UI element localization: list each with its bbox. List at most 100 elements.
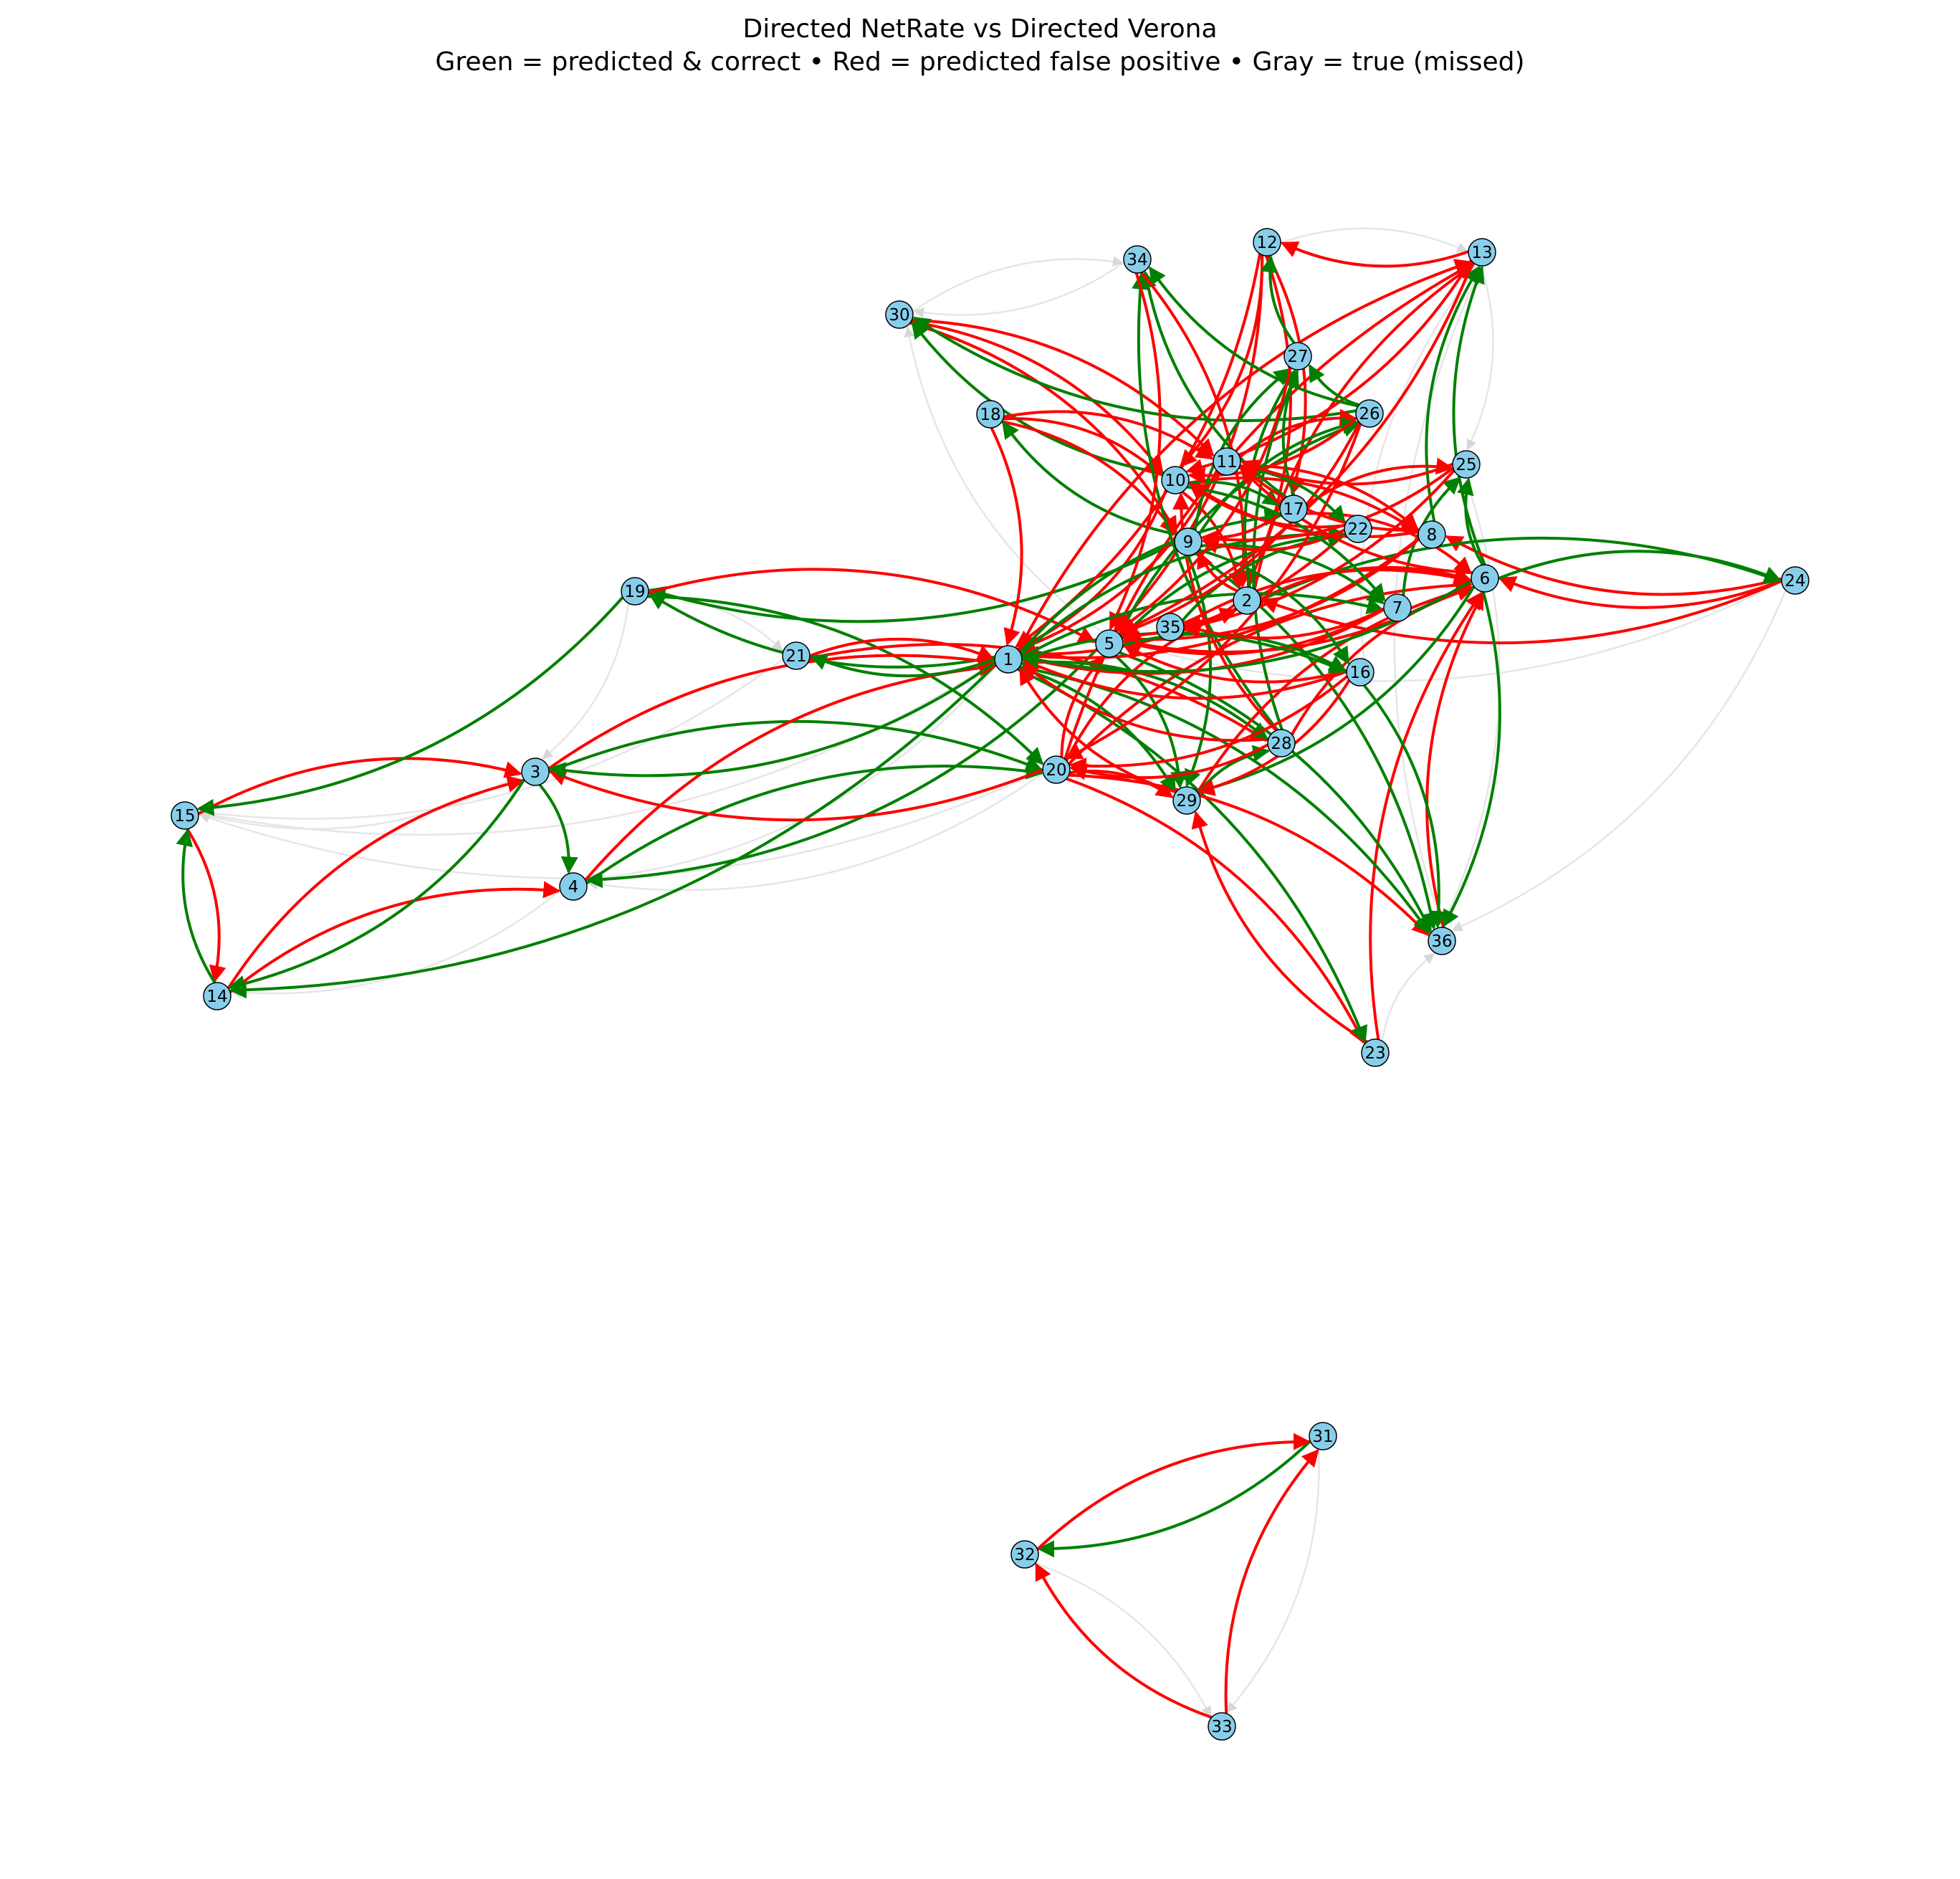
edge-3-to-14 <box>227 778 526 993</box>
edge-3-to-1 <box>548 651 995 770</box>
edge-21-to-1 <box>809 637 995 661</box>
node-label-3: 3 <box>530 763 541 782</box>
node-circle-7 <box>1383 593 1412 622</box>
node-35: 35 <box>1156 613 1185 641</box>
node-circle-12 <box>1253 228 1281 257</box>
edge-3-to-20 <box>548 719 1043 773</box>
node-circle-2 <box>1233 586 1261 615</box>
node-24: 24 <box>1781 566 1810 595</box>
node-30: 30 <box>885 300 914 329</box>
edge-1-to-13 <box>1017 259 1473 651</box>
edge-3-to-4 <box>538 783 578 874</box>
node-31: 31 <box>1309 1422 1337 1450</box>
node-label-33: 33 <box>1211 1718 1232 1736</box>
node-label-22: 22 <box>1347 520 1368 539</box>
edge-28-to-1 <box>1021 662 1268 742</box>
edge-11-to-26 <box>1238 408 1357 459</box>
node-3: 3 <box>521 757 550 786</box>
node-circle-35 <box>1156 613 1185 641</box>
edge-1-to-14 <box>229 663 997 999</box>
edge-6-to-24 <box>1498 550 1782 583</box>
edge-5-to-30 <box>904 326 1103 633</box>
node-16: 16 <box>1346 658 1375 687</box>
edge-16-to-5 <box>1122 644 1347 684</box>
node-11: 11 <box>1213 447 1241 476</box>
node-label-16: 16 <box>1349 664 1370 682</box>
edge-35-to-6 <box>1182 568 1472 626</box>
node-14: 14 <box>203 982 231 1010</box>
edge-11-to-1 <box>1018 469 1218 652</box>
edge-14-to-3 <box>226 775 525 990</box>
node-15: 15 <box>171 801 199 830</box>
edge-18-to-1 <box>990 427 1023 646</box>
edge-9-to-16 <box>1198 548 1350 665</box>
edge-19-to-5 <box>648 568 1096 644</box>
node-circle-24 <box>1781 566 1810 595</box>
edge-16-to-36 <box>1362 684 1448 929</box>
node-label-2: 2 <box>1242 592 1253 611</box>
edge-5-to-22 <box>1120 527 1347 639</box>
node-13: 13 <box>1468 238 1496 267</box>
edge-19-to-15 <box>196 596 624 816</box>
node-circle-17 <box>1279 494 1308 523</box>
node-circle-1 <box>994 645 1023 674</box>
node-label-23: 23 <box>1364 1044 1385 1063</box>
chart-subtitle: Green = predicted & correct • Red = pred… <box>435 47 1525 77</box>
node-circle-28 <box>1267 729 1296 757</box>
edge-25-to-9 <box>1200 467 1454 548</box>
node-label-18: 18 <box>980 406 1000 424</box>
edge-30-to-9 <box>909 321 1178 535</box>
edge-10-to-30 <box>911 320 1165 475</box>
edge-20-to-4 <box>586 772 1044 891</box>
node-circle-27 <box>1283 342 1312 370</box>
edge-5-to-36 <box>1119 651 1433 933</box>
node-19: 19 <box>621 577 649 606</box>
node-label-12: 12 <box>1256 234 1277 252</box>
edge-14-to-4 <box>229 881 561 993</box>
node-10: 10 <box>1161 466 1190 494</box>
edge-34-to-30 <box>913 262 1125 318</box>
edge-32-to-33 <box>1034 1562 1212 1718</box>
edge-20-to-23 <box>1066 777 1366 1045</box>
node-label-28: 28 <box>1271 735 1291 753</box>
node-33: 33 <box>1208 1712 1236 1741</box>
edge-13-to-25 <box>1466 265 1494 451</box>
edge-26-to-34 <box>1148 266 1359 408</box>
node-7: 7 <box>1383 593 1412 622</box>
edge-28-to-34 <box>1132 272 1279 732</box>
node-circle-16 <box>1346 658 1375 687</box>
edge-2-to-13 <box>1253 263 1476 590</box>
node-circle-13 <box>1468 238 1496 267</box>
node-label-17: 17 <box>1283 500 1304 519</box>
edge-4-to-20 <box>585 762 1043 885</box>
node-label-25: 25 <box>1455 456 1476 474</box>
node-23: 23 <box>1361 1038 1390 1067</box>
edge-16-to-1 <box>1021 658 1347 700</box>
node-circle-30 <box>885 300 914 329</box>
edge-1-to-3 <box>548 661 996 780</box>
edge-27-to-12 <box>1261 254 1296 344</box>
node-circle-25 <box>1452 450 1481 479</box>
edge-18-to-10 <box>1003 417 1163 477</box>
edge-1-to-29 <box>1018 666 1177 793</box>
node-label-31: 31 <box>1312 1428 1333 1446</box>
edge-14-to-15 <box>176 828 216 984</box>
edge-28-to-20 <box>1069 743 1269 780</box>
node-label-1: 1 <box>1003 651 1014 669</box>
edge-6-to-29 <box>1197 585 1476 796</box>
node-circle-9 <box>1174 527 1203 556</box>
node-circle-29 <box>1172 786 1201 815</box>
edge-6-to-36 <box>1442 591 1501 928</box>
edge-25-to-11 <box>1240 459 1453 486</box>
edge-8-to-10 <box>1188 482 1419 539</box>
node-circle-32 <box>1010 1540 1039 1569</box>
node-22: 22 <box>1344 515 1372 543</box>
node-label-8: 8 <box>1427 526 1438 545</box>
nodes-layer: 1234567891011121314151617181920212223242… <box>171 228 1810 1741</box>
node-6: 6 <box>1471 564 1499 593</box>
edge-29-to-6 <box>1196 583 1475 793</box>
node-25: 25 <box>1452 450 1481 479</box>
node-label-6: 6 <box>1480 570 1491 588</box>
edge-15-to-14 <box>186 828 226 983</box>
node-5: 5 <box>1095 629 1124 658</box>
